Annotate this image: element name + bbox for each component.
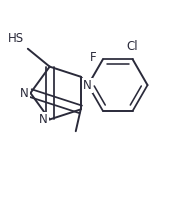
Text: N: N — [83, 79, 91, 92]
Text: Cl: Cl — [127, 40, 138, 53]
Text: HS: HS — [8, 32, 24, 45]
Text: F: F — [90, 51, 97, 64]
Text: N: N — [20, 87, 28, 100]
Text: N: N — [39, 113, 48, 126]
